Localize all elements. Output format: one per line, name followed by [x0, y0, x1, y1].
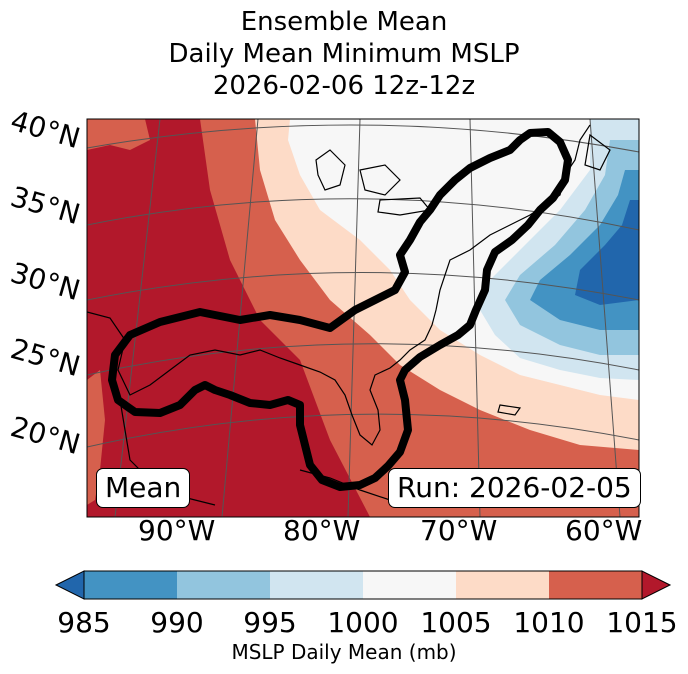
colorbar-tick-label: 985: [57, 606, 111, 639]
lon-label-70w: 70°W: [420, 514, 498, 547]
colorbar-tick-label: 995: [243, 606, 297, 639]
colorbar-cell: [177, 571, 271, 599]
colorbar-cell: [270, 571, 364, 599]
colorbar-cell: [84, 571, 178, 599]
title-line-1: Ensemble Mean: [240, 7, 448, 37]
lon-label-90w: 90°W: [138, 514, 216, 547]
field-1010-1015-sw: [87, 370, 105, 505]
colorbar: [54, 570, 672, 600]
pressure-field: [87, 119, 639, 517]
outlined-region-contour: [108, 128, 572, 491]
field-1010-1015-west: [87, 119, 150, 150]
title-line-2: Daily Mean Minimum MSLP: [168, 39, 520, 69]
graticule: [87, 119, 639, 517]
colorbar-cell: [549, 571, 643, 599]
colorbar-tick-label: 990: [150, 606, 204, 639]
colorbar-cell: [363, 571, 457, 599]
map-frame: [86, 118, 640, 518]
lon-label-60w: 60°W: [565, 514, 643, 547]
mean-label-box: Mean: [96, 468, 191, 508]
colorbar-tick-label: 1000: [327, 606, 399, 639]
colorbar-extend-low: [54, 570, 85, 600]
lon-label-80w: 80°W: [283, 514, 361, 547]
colorbar-tick-label: 1015: [606, 606, 678, 639]
colorbar-extend-high: [641, 570, 672, 600]
title-line-3: 2026-02-06 12z-12z: [212, 71, 476, 101]
colorbar-label: MSLP Daily Mean (mb): [231, 640, 457, 664]
colorbar-cell: [456, 571, 550, 599]
run-date-box: Run: 2026-02-05: [388, 468, 641, 508]
colorbar-tick-label: 1005: [420, 606, 492, 639]
colorbar-outline: [83, 570, 643, 600]
colorbar-tick-label: 1010: [513, 606, 585, 639]
